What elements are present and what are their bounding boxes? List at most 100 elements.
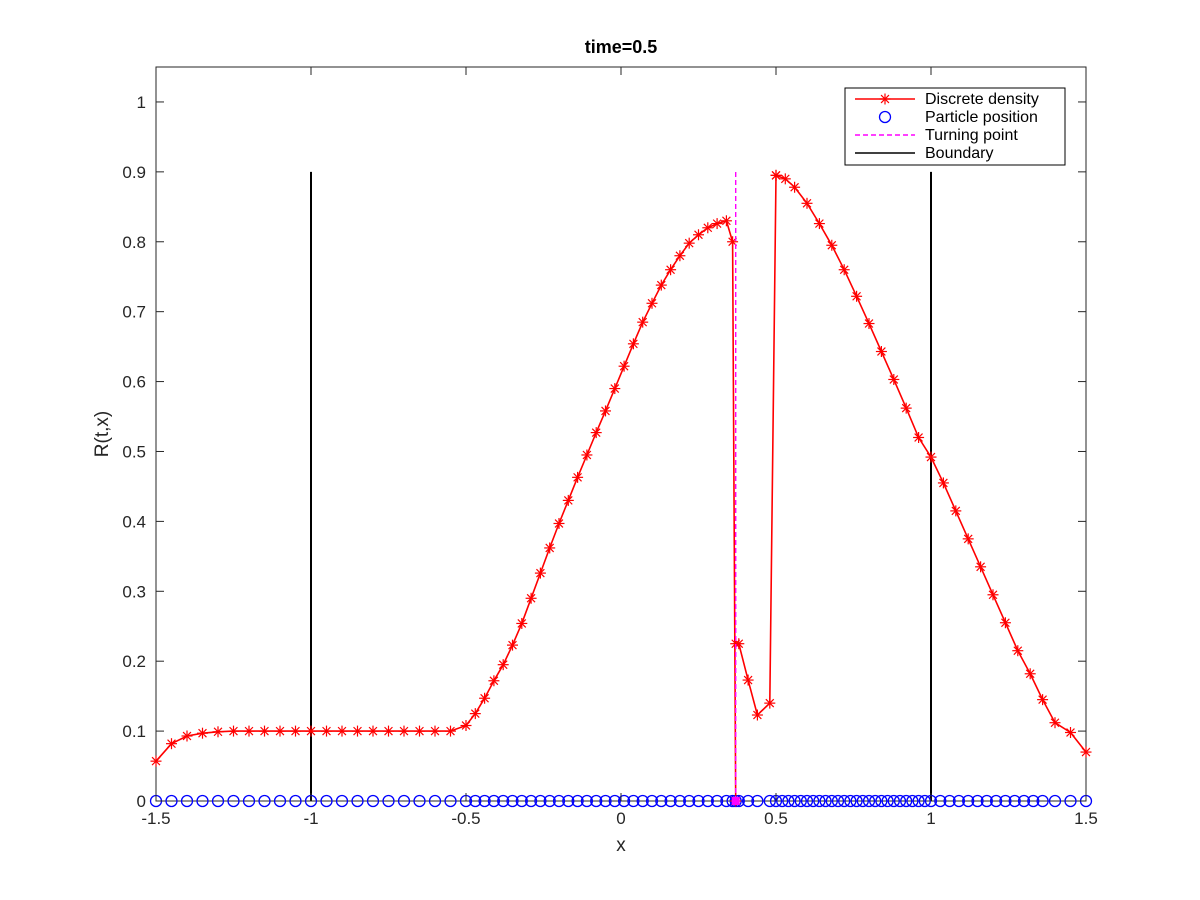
density-point	[572, 471, 584, 483]
particle-marker	[918, 794, 931, 808]
density-point	[683, 237, 695, 249]
star-stroke	[780, 174, 790, 184]
particle-marker	[869, 794, 882, 808]
particle-marker	[320, 794, 333, 808]
star-stroke	[765, 698, 775, 708]
turning-point-marker	[731, 797, 740, 805]
star-stroke	[260, 726, 269, 736]
density-point	[609, 383, 621, 395]
particle-marker	[1027, 794, 1040, 808]
particle-marker	[856, 794, 869, 808]
star-stroke	[591, 428, 601, 437]
density-point	[166, 738, 177, 750]
particle-marker	[497, 794, 510, 808]
star-stroke	[291, 726, 300, 736]
star-stroke	[322, 726, 331, 736]
star-stroke	[926, 452, 936, 462]
density-point	[813, 218, 825, 230]
x-tick-label: 0.5	[764, 809, 788, 828]
density-point	[525, 592, 537, 604]
density-point	[398, 725, 410, 737]
particle-marker	[289, 794, 302, 808]
particle-marker	[751, 794, 764, 808]
density-point	[950, 505, 962, 517]
star-stroke	[1038, 695, 1047, 705]
star-stroke	[508, 640, 517, 650]
particle-marker	[763, 794, 776, 808]
star-stroke	[461, 721, 471, 730]
particle-marker	[807, 794, 820, 808]
particle-marker	[794, 794, 807, 808]
legend-label: Discrete density	[925, 91, 1039, 108]
particle-marker	[428, 794, 442, 808]
density-point	[888, 373, 900, 385]
star-stroke	[852, 291, 861, 301]
particle-marker	[893, 794, 907, 808]
x-tick-label: -1	[303, 809, 318, 828]
particle-marker	[1008, 794, 1021, 808]
star-stroke	[601, 406, 610, 416]
density-point	[962, 533, 974, 545]
density-point	[838, 264, 850, 276]
density-point	[1012, 645, 1024, 657]
particle-marker	[881, 794, 894, 808]
star-stroke	[498, 660, 508, 670]
y-tick-label: 0.7	[122, 303, 146, 322]
density-point	[228, 725, 239, 737]
particle-marker	[800, 794, 814, 808]
particle-marker	[906, 794, 919, 808]
legend-item: Boundary	[855, 145, 994, 162]
particle-marker	[413, 794, 426, 808]
density-point	[851, 290, 863, 302]
particle-marker	[980, 794, 993, 808]
star-stroke	[666, 265, 675, 275]
star-stroke	[976, 562, 985, 572]
y-tick-label: 0	[137, 792, 146, 811]
star-stroke	[629, 339, 638, 349]
density-point	[770, 169, 782, 181]
particle-marker	[782, 794, 795, 808]
y-tick-label: 0.5	[122, 442, 146, 461]
particle-marker	[673, 794, 687, 808]
particle-marker	[335, 794, 349, 808]
density-point	[507, 639, 518, 651]
x-tick-label: 0	[616, 809, 625, 828]
star-stroke	[489, 676, 499, 686]
density-point	[212, 726, 224, 738]
star-stroke	[430, 726, 440, 736]
y-tick-label: 0.2	[122, 652, 146, 671]
star-stroke	[167, 739, 176, 749]
particle-marker	[1017, 794, 1031, 808]
star-stroke	[815, 219, 824, 228]
star-stroke	[399, 726, 409, 736]
star-stroke	[722, 216, 731, 226]
star-stroke	[1081, 747, 1091, 757]
particle-marker	[934, 794, 947, 808]
legend-item: Turning point	[855, 127, 1018, 144]
particle-marker	[952, 794, 966, 808]
star-stroke	[963, 534, 973, 544]
star-stroke	[545, 543, 555, 553]
particle-marker	[636, 794, 649, 808]
particle-marker	[165, 794, 178, 808]
star-stroke	[694, 230, 703, 240]
particle-marker	[515, 794, 528, 808]
star-stroke	[988, 590, 998, 600]
star-stroke	[1001, 618, 1010, 628]
particle-marker	[552, 794, 566, 808]
y-tick-label: 0.4	[122, 512, 146, 531]
density-point	[181, 730, 193, 742]
y-tick-label: 0.3	[122, 582, 146, 601]
density-point	[764, 697, 776, 709]
legend-label: Turning point	[925, 127, 1018, 144]
particle-marker	[971, 794, 984, 808]
x-tick-label: -1.5	[141, 809, 170, 828]
star-stroke	[526, 593, 536, 603]
density-point	[627, 338, 639, 350]
density-point	[1049, 717, 1061, 729]
density-point	[445, 725, 456, 737]
legend-box	[844, 87, 1066, 166]
density-point	[581, 449, 593, 461]
